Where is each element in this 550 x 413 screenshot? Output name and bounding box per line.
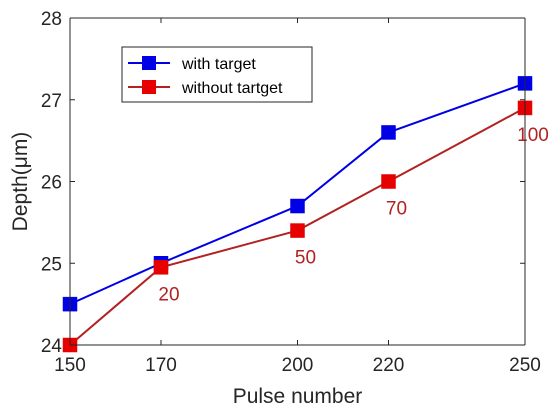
data-point — [290, 223, 305, 238]
legend-item: without tartget — [128, 80, 283, 97]
point-annotation: 20 — [158, 284, 179, 305]
x-tick-label: 220 — [373, 355, 405, 376]
legend-label: with target — [181, 56, 256, 73]
data-point — [290, 198, 305, 214]
data-point — [381, 125, 396, 140]
point-annotation: 50 — [295, 248, 316, 269]
legend-marker — [142, 56, 156, 70]
y-tick-label: 28 — [41, 9, 62, 30]
data-point — [153, 260, 169, 275]
legend-marker — [142, 80, 156, 94]
x-tick-label: 200 — [282, 355, 314, 376]
x-tick-label: 150 — [54, 355, 86, 376]
series-1 — [62, 76, 533, 312]
legend: with target without tartget — [121, 46, 313, 103]
x-tick-label: 170 — [145, 355, 177, 376]
axes: 150 170 200 220 250 24 25 26 27 28 — [41, 9, 541, 376]
point-annotation: 70 — [386, 199, 407, 220]
x-axis-title: Pulse number — [233, 385, 363, 408]
y-tick-label: 25 — [41, 254, 62, 275]
point-annotation: 100 — [517, 125, 549, 146]
x-tick-label: 250 — [509, 355, 541, 376]
y-tick-label: 26 — [41, 173, 62, 194]
data-point — [381, 174, 396, 189]
y-tick-label: 24 — [41, 336, 63, 357]
legend-label: without tartget — [181, 80, 283, 97]
legend-item: with target — [128, 56, 256, 73]
series-layer — [62, 76, 533, 353]
y-axis-title: Depth(μm) — [9, 132, 32, 232]
y-tick-label: 27 — [41, 91, 62, 112]
